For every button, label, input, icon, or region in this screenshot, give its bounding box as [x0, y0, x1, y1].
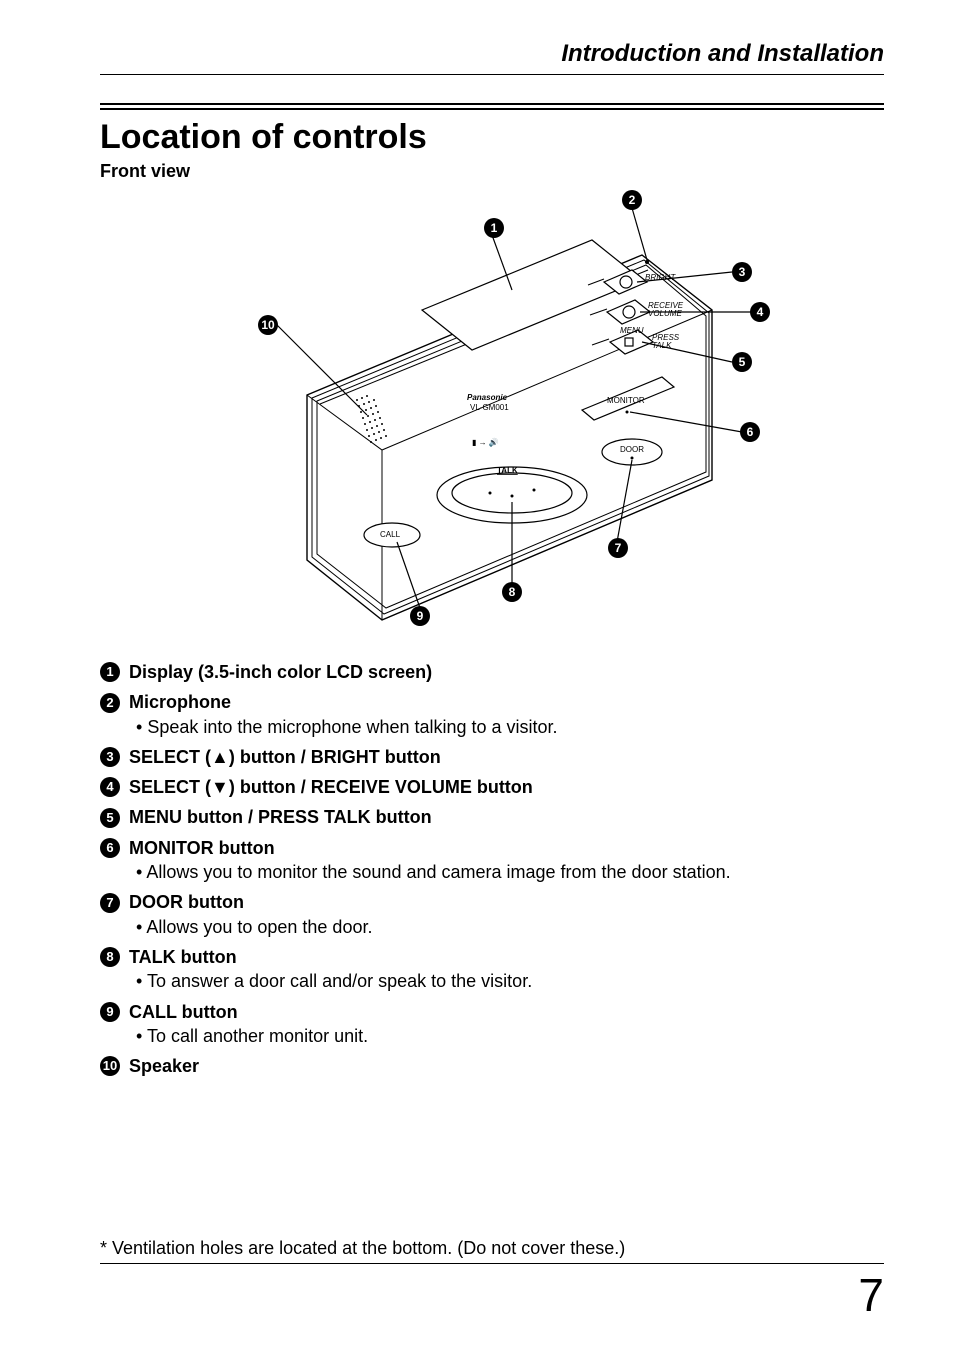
num-6: 6 [100, 838, 120, 858]
num-7: 7 [100, 893, 120, 913]
callout-9: 9 [410, 606, 430, 626]
label-talk: TALK [497, 466, 518, 475]
device-figure: BRIGHT RECEIVE VOLUME MENU PRESS TALK Pa… [212, 190, 772, 640]
head-5: MENU button / PRESS TALK button [129, 807, 432, 827]
callout-6: 6 [740, 422, 760, 442]
sub-9: To call another monitor unit. [136, 1024, 884, 1048]
num-10: 10 [100, 1056, 120, 1076]
callout-10: 10 [258, 315, 278, 335]
head-1: Display (3.5-inch color LCD screen) [129, 662, 432, 682]
label-menu: MENU [620, 326, 644, 335]
head-8: TALK button [129, 947, 237, 967]
callout-1: 1 [484, 218, 504, 238]
page-title: Location of controls [100, 118, 884, 157]
head-3: SELECT (▲) button / BRIGHT button [129, 747, 441, 767]
label-model: VL-GM001 [470, 403, 509, 412]
label-call: CALL [380, 530, 401, 539]
item-7: 7 DOOR button Allows you to open the doo… [100, 890, 884, 939]
head-4: SELECT (▼) button / RECEIVE VOLUME butto… [129, 777, 533, 797]
num-2: 2 [100, 693, 120, 713]
controls-list: 1 Display (3.5-inch color LCD screen) 2 … [100, 660, 884, 1078]
callout-2: 2 [622, 190, 642, 210]
num-1: 1 [100, 662, 120, 682]
head-9: CALL button [129, 1002, 238, 1022]
callout-8: 8 [502, 582, 522, 602]
view-label: Front view [100, 161, 884, 182]
item-2: 2 Microphone Speak into the microphone w… [100, 690, 884, 739]
footnote: * Ventilation holes are located at the b… [100, 1238, 884, 1264]
head-7: DOOR button [129, 892, 244, 912]
item-5: 5 MENU button / PRESS TALK button [100, 805, 884, 829]
num-5: 5 [100, 808, 120, 828]
speaker-grille [356, 395, 387, 443]
num-9: 9 [100, 1002, 120, 1022]
device-svg: BRIGHT RECEIVE VOLUME MENU PRESS TALK Pa… [212, 190, 772, 640]
item-8: 8 TALK button To answer a door call and/… [100, 945, 884, 994]
item-6: 6 MONITOR button Allows you to monitor t… [100, 836, 884, 885]
figure-wrap: BRIGHT RECEIVE VOLUME MENU PRESS TALK Pa… [100, 190, 884, 640]
item-3: 3 SELECT (▲) button / BRIGHT button [100, 745, 884, 769]
label-brand: Panasonic [467, 393, 508, 402]
callout-3: 3 [732, 262, 752, 282]
item-9: 9 CALL button To call another monitor un… [100, 1000, 884, 1049]
label-monitor: MONITOR [607, 396, 645, 405]
page-number: 7 [100, 1268, 884, 1322]
label-volume: VOLUME [648, 309, 682, 318]
item-10: 10 Speaker [100, 1054, 884, 1078]
head-6: MONITOR button [129, 838, 275, 858]
sub-6: Allows you to monitor the sound and came… [136, 860, 884, 884]
sub-8: To answer a door call and/or speak to th… [136, 969, 884, 993]
section-header: Introduction and Installation [100, 40, 884, 75]
callout-4: 4 [750, 302, 770, 322]
head-2: Microphone [129, 692, 231, 712]
num-8: 8 [100, 947, 120, 967]
label-door: DOOR [620, 445, 644, 454]
callout-5: 5 [732, 352, 752, 372]
head-10: Speaker [129, 1056, 199, 1076]
callout-7: 7 [608, 538, 628, 558]
page-container: Introduction and Installation Location o… [0, 0, 954, 1342]
sub-2: Speak into the microphone when talking t… [136, 715, 884, 739]
svg-text:▮ → 🔊: ▮ → 🔊 [472, 437, 499, 447]
num-3: 3 [100, 747, 120, 767]
num-4: 4 [100, 777, 120, 797]
item-4: 4 SELECT (▼) button / RECEIVE VOLUME but… [100, 775, 884, 799]
sub-7: Allows you to open the door. [136, 915, 884, 939]
item-1: 1 Display (3.5-inch color LCD screen) [100, 660, 884, 684]
double-rule [100, 103, 884, 110]
